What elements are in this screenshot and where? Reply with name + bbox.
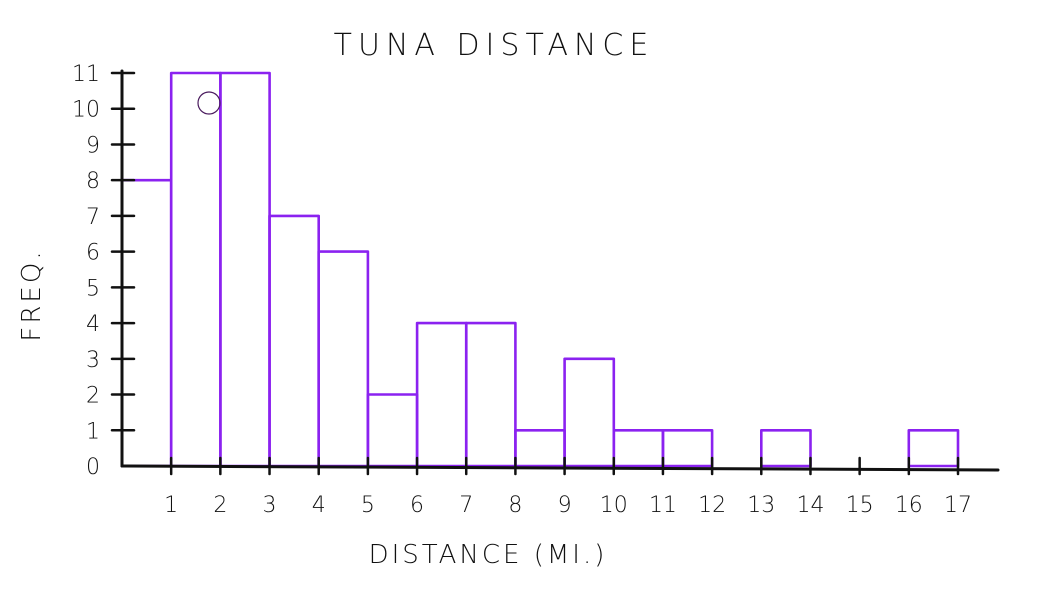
x-tick-label: 10: [600, 493, 628, 518]
y-tick-label: 6: [86, 241, 100, 266]
y-tick-label: 2: [86, 384, 100, 409]
histogram-bar: [317, 250, 370, 468]
y-tick-label: 10: [72, 98, 100, 123]
x-axis-line: [120, 464, 1000, 472]
y-tick-label: 3: [86, 348, 100, 373]
y-tick-label: 4: [86, 312, 100, 337]
histogram-bar: [759, 428, 812, 468]
x-tick-label: 13: [747, 493, 775, 518]
y-tick-label: 5: [86, 276, 100, 301]
histogram-bar: [907, 428, 960, 468]
histogram-bar: [464, 321, 517, 468]
x-tick-label: 3: [263, 493, 277, 518]
histogram-bar: [268, 214, 321, 468]
histogram-bar: [514, 428, 566, 468]
x-axis-label: DISTANCE (MI.): [369, 540, 608, 570]
histogram-bar: [661, 428, 714, 468]
axes-layer: [120, 69, 1000, 472]
histogram-bar: [366, 393, 419, 468]
x-tick-label: 2: [213, 493, 227, 518]
bars-layer: [120, 71, 960, 468]
histogram-bar: [169, 71, 222, 468]
histogram-bar: [415, 321, 468, 468]
y-tick-label: 8: [86, 169, 100, 194]
x-tick-label: 17: [944, 493, 972, 518]
x-tick-label: 9: [558, 493, 572, 518]
histogram-bar: [219, 71, 271, 468]
histogram-bar: [563, 357, 616, 468]
y-ticks-layer: 0 1 2 3 4 5 6 7 8 9 10 11: [72, 62, 136, 480]
chart-title: TUNA DISTANCE: [334, 28, 655, 63]
x-tick-label: 4: [312, 493, 326, 518]
x-tick-label: 12: [698, 493, 726, 518]
x-tick-label: 6: [410, 493, 424, 518]
y-axis-label: FREQ.: [17, 248, 47, 341]
cursor-icon: [197, 91, 221, 115]
x-tick-label: 16: [895, 493, 923, 518]
y-tick-label: 1: [86, 419, 100, 444]
histogram-bar: [612, 428, 665, 468]
y-tick-label: 7: [86, 205, 100, 230]
y-tick-label: 11: [72, 62, 100, 87]
y-tick-label: 0: [86, 455, 100, 480]
x-tick-label: 15: [846, 493, 874, 518]
x-tick-label: 7: [459, 493, 473, 518]
x-tick-label: 5: [361, 493, 375, 518]
x-tick-label: 11: [649, 493, 677, 518]
y-tick-label: 9: [86, 133, 100, 158]
x-ticks-layer: 1 2 3 4 5 6 7 8 9 10 11 12 13 14 15 16 17: [164, 456, 972, 518]
x-tick-label: 14: [796, 493, 824, 518]
x-tick-label: 8: [508, 493, 522, 518]
x-tick-label: 1: [164, 493, 178, 518]
